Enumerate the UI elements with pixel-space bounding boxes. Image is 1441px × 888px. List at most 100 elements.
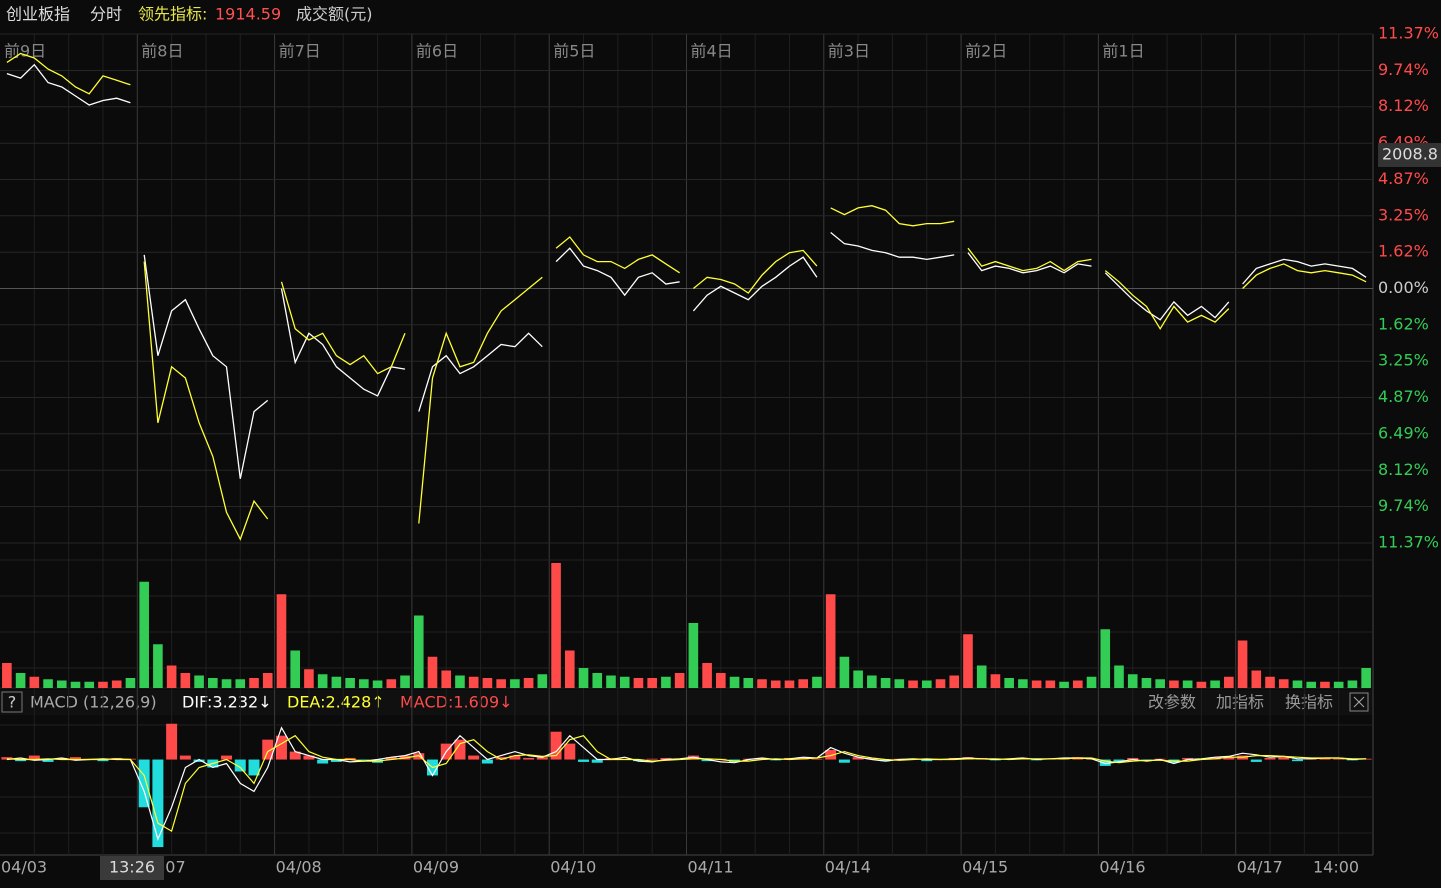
macd-bar — [591, 759, 603, 763]
volume-bar — [386, 679, 397, 688]
volume-bar — [729, 676, 740, 688]
volume-bar — [166, 665, 177, 688]
price-line — [1242, 263, 1367, 289]
volume-bar — [1251, 670, 1262, 688]
macd-bar — [646, 758, 658, 760]
volume-bar — [84, 681, 95, 688]
macd-bar — [632, 759, 644, 762]
volume-bar — [578, 668, 589, 688]
volume-bar — [963, 634, 973, 688]
index-title: 创业板指 — [6, 5, 70, 24]
switch-indicator-button[interactable]: 换指标 — [1285, 693, 1333, 712]
macd-bar — [15, 759, 27, 762]
volume-bar — [153, 644, 163, 688]
help-button[interactable]: ? — [8, 693, 17, 712]
macd-bar — [1264, 757, 1276, 760]
y-tick-label: 4.87% — [1378, 169, 1429, 188]
volume-bar — [716, 673, 726, 688]
y-tick-label: 3.25% — [1378, 351, 1429, 370]
volume-bar — [784, 680, 795, 688]
y-tick-label: 9.74% — [1378, 60, 1429, 79]
macd-bar — [811, 758, 823, 760]
macd-bar — [564, 743, 576, 760]
price-line — [6, 52, 131, 95]
x-tick-label: 04/10 — [550, 858, 596, 877]
macd-bar — [921, 759, 933, 762]
day-label: 前8日 — [141, 42, 183, 61]
volume-bar — [208, 678, 218, 688]
volume-bar — [551, 563, 561, 688]
x-tick-label: 04/14 — [825, 858, 871, 877]
volume-bar — [510, 679, 520, 688]
macd-bar — [221, 755, 233, 760]
cursor-price: 2008.8 — [1382, 145, 1438, 164]
volume-bar — [1182, 680, 1193, 688]
volume-bar — [482, 678, 493, 688]
macd-bar — [1099, 759, 1111, 766]
price-line — [830, 231, 955, 261]
volume-bar — [43, 679, 53, 688]
price-line — [967, 247, 1092, 272]
volume-bar — [1086, 676, 1097, 688]
volume-bar — [413, 615, 424, 688]
param-button[interactable]: 改参数 — [1148, 693, 1196, 712]
y-tick-label: 3.25% — [1378, 205, 1429, 224]
y-tick-label: 9.74% — [1378, 496, 1429, 515]
close-icon[interactable] — [1353, 696, 1365, 708]
volume-bar — [331, 676, 342, 688]
volume-bar — [661, 676, 671, 688]
macd-bar — [1223, 756, 1235, 760]
volume-bar — [441, 670, 452, 688]
macd-bar — [344, 757, 356, 760]
volume-bar — [1045, 680, 1056, 688]
volume-bar — [1127, 674, 1138, 688]
volume-bar — [359, 679, 369, 688]
add-indicator-button[interactable]: 加指标 — [1216, 693, 1264, 712]
macd-bar — [193, 759, 205, 762]
volume-bar — [262, 673, 273, 688]
mode-tab[interactable]: 分时 — [90, 5, 122, 24]
macd-bar — [1182, 757, 1194, 760]
macd-bar — [701, 759, 713, 762]
price-line — [6, 63, 131, 106]
volume-bar — [29, 676, 40, 688]
y-tick-label: 11.37% — [1378, 533, 1439, 552]
price-line — [692, 256, 818, 312]
macd-bar — [385, 757, 397, 760]
macd-bar — [1127, 757, 1139, 760]
plot-layer: 11.37% 9.74% 8.12% 6.49% 4.87% 3.25% 1.62% 0.00… — [0, 24, 1441, 880]
price-line — [967, 252, 1092, 274]
close-button[interactable] — [1349, 692, 1369, 712]
volume-bar — [1361, 668, 1371, 688]
macd-bar — [358, 759, 370, 762]
macd-bar — [138, 759, 150, 808]
y-tick-label: 1.62% — [1378, 314, 1429, 333]
price-line — [418, 276, 543, 524]
volume-bar — [249, 678, 259, 688]
day-label: 前4日 — [691, 42, 733, 61]
price-line — [692, 249, 818, 294]
volume-bar — [770, 680, 781, 688]
volume-bar — [1114, 665, 1124, 688]
volume-bar — [468, 676, 479, 688]
volume-bar — [867, 675, 877, 688]
day-label: 前3日 — [828, 42, 870, 61]
help-box[interactable] — [1, 691, 23, 713]
day-label: 前7日 — [279, 42, 321, 61]
macd-bar — [248, 759, 260, 776]
close-box[interactable] — [1349, 692, 1369, 712]
volume-bar — [757, 679, 767, 688]
volume-bar — [1306, 681, 1317, 688]
macd-bar — [234, 759, 246, 772]
volume-bar — [1169, 680, 1179, 688]
y-tick-label: 4.87% — [1378, 387, 1429, 406]
volume-bar — [317, 674, 328, 688]
volume-bar — [1333, 681, 1344, 688]
volume-bar — [139, 581, 149, 688]
macd-bar — [166, 723, 178, 760]
macd-bar — [28, 755, 40, 760]
macd-bar — [1333, 758, 1345, 760]
macd-label: MACD (12,26,9) — [30, 693, 157, 712]
volume-label: 成交额(元) — [296, 5, 373, 24]
volume-bar — [1155, 679, 1165, 688]
